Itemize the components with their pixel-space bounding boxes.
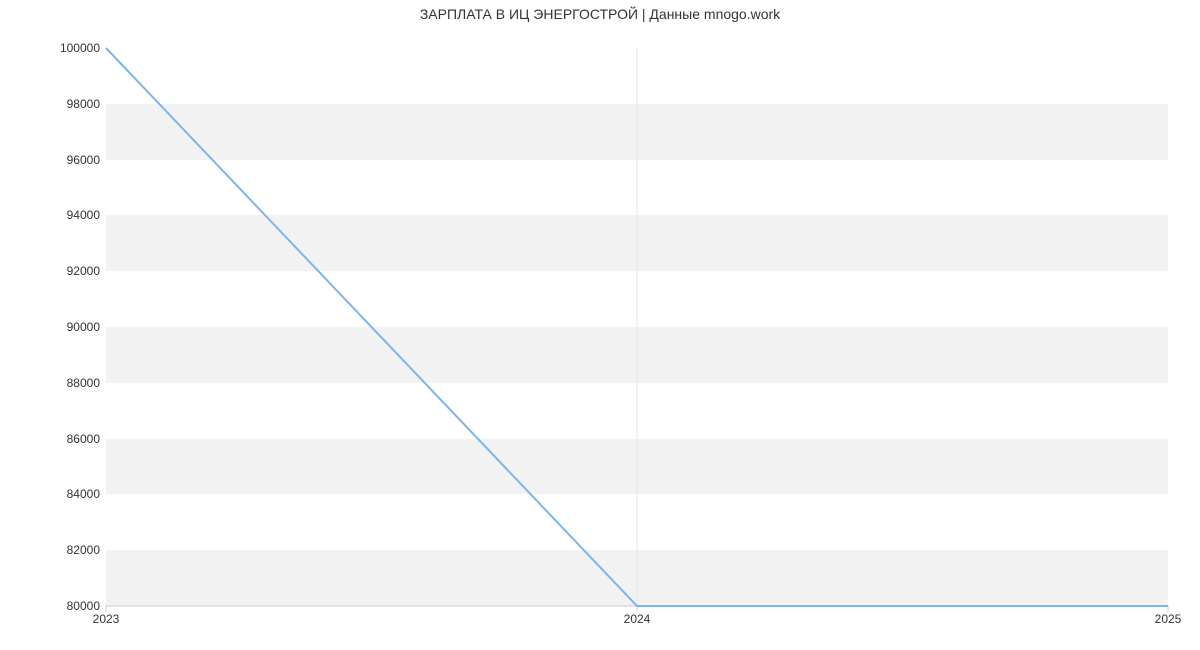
- y-tick-label: 90000: [67, 320, 100, 334]
- y-tick-label: 98000: [67, 97, 100, 111]
- x-tick-label: 2023: [93, 612, 120, 626]
- y-tick-label: 100000: [60, 41, 100, 55]
- y-tick-label: 92000: [67, 264, 100, 278]
- y-tick-label: 94000: [67, 208, 100, 222]
- y-tick-label: 82000: [67, 543, 100, 557]
- y-tick-label: 80000: [67, 599, 100, 613]
- chart-svg: [106, 48, 1168, 606]
- x-tick-label: 2025: [1155, 612, 1182, 626]
- x-tick-label: 2024: [624, 612, 651, 626]
- plot-area: 8000082000840008600088000900009200094000…: [106, 48, 1168, 606]
- chart-title: ЗАРПЛАТА В ИЦ ЭНЕРГОСТРОЙ | Данные mnogo…: [0, 6, 1200, 22]
- y-tick-label: 96000: [67, 153, 100, 167]
- chart-container: ЗАРПЛАТА В ИЦ ЭНЕРГОСТРОЙ | Данные mnogo…: [0, 0, 1200, 650]
- y-tick-label: 86000: [67, 432, 100, 446]
- y-tick-label: 88000: [67, 376, 100, 390]
- y-tick-label: 84000: [67, 487, 100, 501]
